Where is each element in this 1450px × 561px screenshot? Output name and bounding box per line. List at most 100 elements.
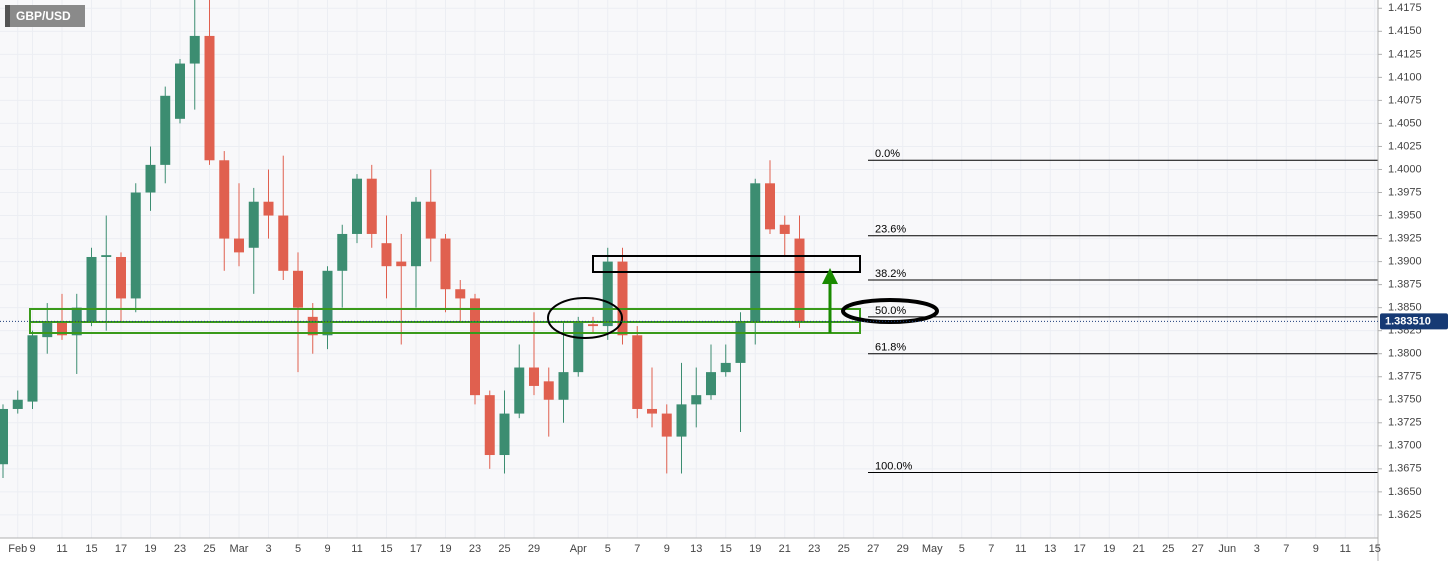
- x-tick-label: Jun: [1218, 543, 1236, 555]
- x-tick-label: 17: [115, 543, 127, 555]
- candle-body: [632, 335, 643, 409]
- y-tick-label: 1.4000: [1388, 163, 1422, 175]
- x-tick-label: May: [922, 543, 943, 555]
- y-tick-label: 1.3925: [1388, 232, 1422, 244]
- x-tick-label: Apr: [570, 543, 587, 555]
- candle-body: [366, 178, 377, 234]
- x-tick-label: Mar: [230, 543, 249, 555]
- candle-body: [425, 201, 436, 239]
- candle-body: [455, 289, 466, 299]
- last-price-tag: [1380, 313, 1448, 330]
- candle-body: [352, 178, 362, 234]
- fib-label: 0.0%: [875, 148, 900, 160]
- candle-body: [602, 261, 613, 327]
- y-tick-label: 1.4100: [1388, 71, 1422, 83]
- candle-body: [293, 270, 303, 308]
- candle-body: [617, 261, 628, 336]
- y-tick-label: 1.3975: [1388, 186, 1422, 198]
- x-tick-label: 15: [380, 543, 392, 555]
- candle-body: [440, 238, 451, 290]
- candles: [0, 0, 805, 479]
- time-axis-background: [0, 538, 1378, 561]
- x-tick-label: 17: [1074, 543, 1086, 555]
- y-tick-label: 1.4025: [1388, 140, 1422, 152]
- candle-body: [101, 255, 112, 257]
- x-tick-label: 15: [720, 543, 732, 555]
- candle-body: [307, 316, 318, 336]
- x-tick-label: 3: [1254, 543, 1260, 555]
- candle-body: [661, 413, 672, 437]
- x-tick-label: 25: [498, 543, 510, 555]
- candle-body: [647, 408, 657, 414]
- x-tick-label: 25: [203, 543, 215, 555]
- candle-body: [573, 321, 584, 373]
- candle-body: [189, 35, 200, 64]
- y-tick-label: 1.4050: [1388, 117, 1422, 129]
- candle-body: [278, 215, 289, 271]
- candle-body: [248, 201, 259, 248]
- y-tick-label: 1.3775: [1388, 371, 1422, 383]
- x-tick-label: 3: [265, 543, 271, 555]
- candle-body: [130, 192, 141, 299]
- x-tick-label: 15: [85, 543, 97, 555]
- y-tick-label: 1.3950: [1388, 209, 1422, 221]
- x-tick-label: 13: [690, 543, 702, 555]
- x-tick-label: 11: [1015, 543, 1026, 555]
- y-tick-label: 1.3850: [1388, 302, 1422, 314]
- candle-body: [12, 399, 23, 409]
- y-tick-label: 1.4150: [1388, 25, 1422, 37]
- candle-body: [735, 321, 746, 363]
- x-tick-label: 11: [56, 543, 67, 555]
- x-tick-label: 19: [1103, 543, 1115, 555]
- price-axis-background: [1378, 0, 1450, 561]
- candle-body: [529, 367, 539, 386]
- candle-body: [588, 324, 598, 327]
- fibonacci: 0.0% 23.6% 38.2% 50.0% 61.8% 100.0%: [868, 148, 1378, 474]
- candle-body: [558, 372, 569, 400]
- candle-body: [499, 413, 510, 456]
- candle-body: [145, 164, 156, 193]
- candle-body: [0, 408, 8, 465]
- y-tick-label: 1.3800: [1388, 348, 1422, 360]
- y-tick-label: 1.3900: [1388, 255, 1422, 267]
- y-tick-label: 1.4175: [1388, 2, 1422, 14]
- highlight-ellipse: [841, 298, 939, 324]
- y-tick-label: 1.3875: [1388, 279, 1422, 291]
- x-tick-label: 23: [469, 543, 481, 555]
- candle-body: [765, 183, 775, 230]
- candle-body: [794, 238, 805, 322]
- x-tick-label: 7: [634, 543, 640, 555]
- candle-body: [779, 224, 790, 234]
- annotations: [29, 255, 939, 339]
- y-tick-label: 1.3675: [1388, 463, 1422, 475]
- x-tick-label: 25: [838, 543, 850, 555]
- candle-body: [27, 335, 38, 402]
- candle-body: [381, 243, 392, 267]
- candle-body: [514, 367, 525, 414]
- candle-body: [175, 63, 185, 119]
- support-zone: [29, 321, 861, 334]
- x-tick-label: 7: [1283, 543, 1289, 555]
- last-price-label: 1.383510: [1385, 315, 1431, 327]
- grid: [0, 0, 1378, 538]
- symbol-badge: [5, 5, 85, 27]
- x-tick-label: 13: [1044, 543, 1056, 555]
- plot-background: [0, 0, 1378, 538]
- x-tick-label: Feb: [8, 543, 27, 555]
- y-tick-label: 1.3650: [1388, 486, 1422, 498]
- symbol: GBP/USD: [16, 9, 71, 23]
- candle-body: [57, 321, 67, 336]
- x-tick-label: 15: [1369, 543, 1381, 555]
- x-tick-label: 23: [808, 543, 820, 555]
- candle-body: [263, 201, 274, 216]
- x-tick-label: 29: [897, 543, 909, 555]
- candle-body: [484, 395, 495, 456]
- candle-body: [42, 321, 53, 338]
- candle-body: [543, 381, 554, 400]
- y-tick-label: 1.3625: [1388, 509, 1422, 521]
- candle-body: [396, 261, 407, 267]
- y-tick-label: 1.4075: [1388, 94, 1422, 106]
